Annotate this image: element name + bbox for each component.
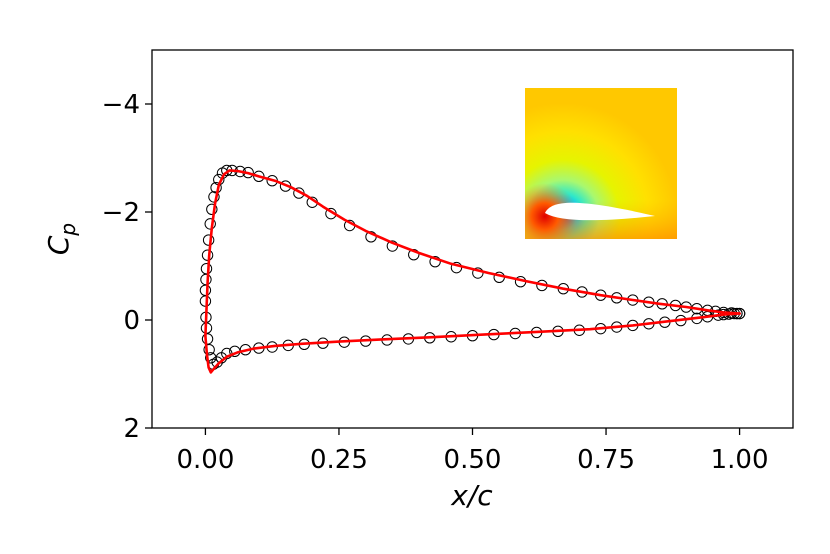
x-axis-label: x/c (450, 479, 493, 512)
data-point-upper (408, 248, 420, 261)
data-point-upper (206, 203, 218, 216)
x-tick-label: 0.00 (176, 445, 234, 475)
data-point-lower (211, 356, 223, 368)
data-point-upper (429, 255, 441, 268)
y-axis-label: Cp (42, 223, 80, 255)
y-tick-label: 0 (123, 306, 140, 336)
y-tick-label: −4 (102, 90, 140, 120)
data-point-upper (204, 218, 216, 230)
y-tick-label: 2 (123, 414, 140, 444)
airfoil-shape (545, 202, 655, 221)
plot-frame (151, 49, 794, 429)
data-point-upper (472, 267, 484, 279)
x-axis: 0.00 0.25 0.50 0.75 1.00 (176, 428, 769, 475)
x-tick-label: 0.25 (310, 445, 368, 475)
data-point-upper (253, 170, 265, 183)
data-point-lower (201, 333, 214, 345)
data-point-upper (201, 249, 214, 261)
pressure-field-inset (525, 88, 677, 239)
y-tick-label: −2 (102, 198, 140, 228)
data-point-upper (208, 191, 220, 203)
data-point-lower (203, 344, 215, 356)
x-tick-label: 1.00 (711, 445, 769, 475)
x-tick-label: 0.75 (577, 445, 635, 475)
data-point-upper (202, 234, 215, 246)
prediction-line-upper (204, 169, 741, 338)
y-axis: −4 −2 0 2 (102, 90, 152, 444)
series-layer (199, 164, 746, 374)
x-tick-label: 0.50 (444, 445, 502, 475)
prediction-line-lower (204, 312, 741, 374)
